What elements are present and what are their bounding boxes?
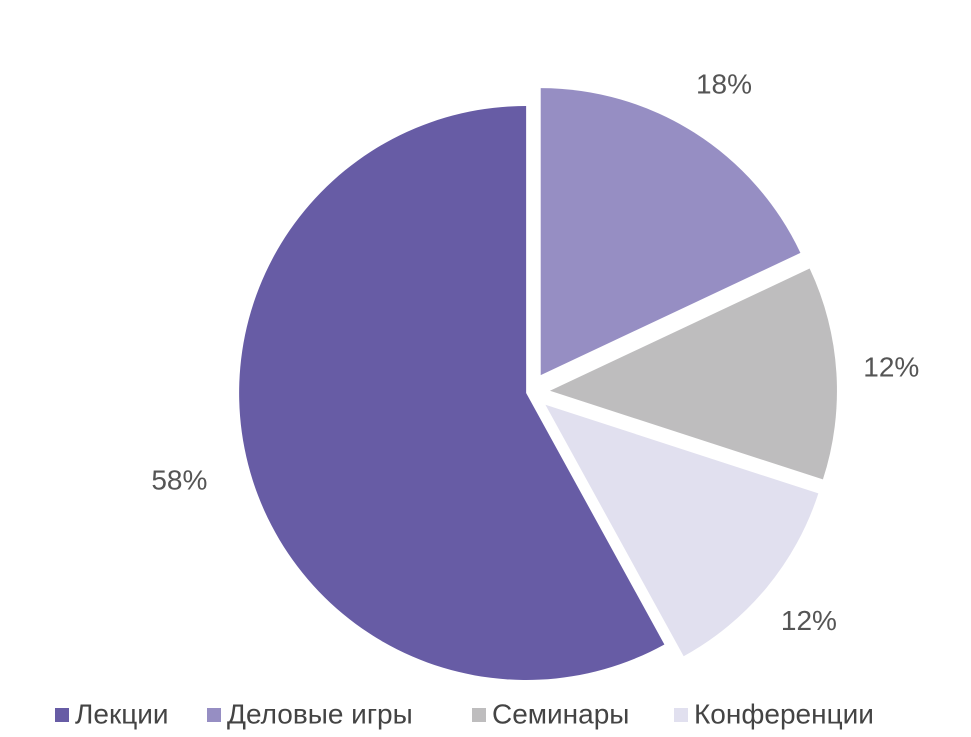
pie-slice xyxy=(239,105,665,680)
legend-swatch xyxy=(207,708,221,722)
pie-slice xyxy=(545,404,819,657)
legend-label: Семинары xyxy=(492,698,629,729)
pie-slice xyxy=(549,268,837,480)
data-label: 58% xyxy=(151,464,207,495)
pie-slice xyxy=(540,88,801,376)
legend-label: Конференции xyxy=(694,698,874,729)
data-label: 12% xyxy=(781,605,837,636)
legend-swatch xyxy=(674,708,688,722)
data-label: 12% xyxy=(863,352,919,383)
legend-swatch xyxy=(472,708,486,722)
legend-label: Лекции xyxy=(75,698,169,729)
legend-label: Деловые игры xyxy=(227,698,413,729)
legend-swatch xyxy=(55,708,69,722)
data-label: 18% xyxy=(696,69,752,100)
